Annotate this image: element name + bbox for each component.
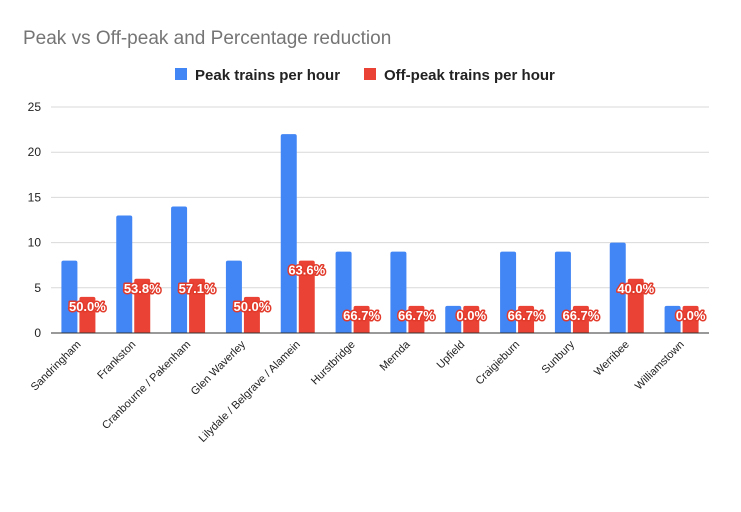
bar-off-peak-4: [298, 260, 315, 333]
bar-off-peak-5: [353, 305, 370, 333]
bar-peak-3: [225, 260, 242, 333]
bar-peak-4: [280, 134, 297, 333]
x-category-label: Frankston: [95, 339, 138, 382]
data-label: 0.0%: [456, 308, 486, 323]
bar-off-peak-7: [463, 305, 480, 333]
x-category-label: Craigieburn: [474, 339, 523, 388]
data-label: 50.0%: [233, 299, 270, 314]
gridlines: [51, 106, 709, 289]
legend-label-off-peak: Off-peak trains per hour: [384, 67, 555, 84]
data-label: 66.7%: [508, 308, 545, 323]
y-axis-ticks: 0 5 10 15 20 25: [28, 100, 42, 340]
bar-off-peak-11: [682, 305, 699, 333]
bar-off-peak-3: [243, 296, 260, 333]
bar-peak-1: [116, 215, 133, 333]
bar-off-peak-0: [79, 296, 96, 333]
x-category-label: Sunbury: [540, 338, 578, 376]
bar-off-peak-9: [572, 305, 589, 333]
x-category-label: Upfield: [435, 339, 468, 372]
x-category-label: Hurstbridge: [309, 339, 358, 388]
data-label: 66.7%: [398, 308, 435, 323]
bar-peak-6: [390, 251, 407, 333]
x-category-label: Sandringham: [29, 339, 84, 394]
x-category-label: Cranbourne / Pakenham: [100, 339, 193, 432]
x-category-label: Lilydale / Belgrave / Alamein: [197, 339, 303, 445]
chart-title: Peak vs Off-peak and Percentage reductio…: [23, 28, 391, 49]
bar-peak-8: [500, 251, 517, 333]
y-tick-label: 0: [34, 326, 41, 340]
bar-off-peak-1: [134, 278, 151, 333]
bar-peak-7: [445, 305, 462, 333]
y-tick-label: 10: [28, 236, 42, 250]
data-label: 66.7%: [562, 308, 599, 323]
bar-off-peak-10: [627, 278, 644, 333]
legend-swatch-peak: [175, 68, 187, 80]
data-label: 57.1%: [179, 281, 216, 296]
data-labels: 50.0% 53.8% 57.1% 50.0% 63.6% 66.7% 66.7% 0.0% 6…: [67, 261, 707, 324]
y-tick-label: 5: [34, 281, 41, 295]
x-category-label: Werribee: [592, 339, 632, 379]
data-label: 40.0%: [617, 281, 654, 296]
data-label: 50.0%: [69, 299, 106, 314]
bar-peak-11: [664, 305, 681, 333]
y-tick-label: 20: [28, 145, 42, 159]
bars: [61, 134, 699, 333]
x-category-label: Williamstown: [633, 339, 687, 393]
bar-off-peak-8: [518, 305, 535, 333]
data-label: 53.8%: [124, 281, 161, 296]
x-category-label: Mernda: [378, 338, 413, 373]
bar-peak-9: [554, 251, 571, 333]
data-label: 0.0%: [676, 308, 706, 323]
y-tick-label: 15: [28, 190, 42, 204]
bar-peak-10: [609, 242, 626, 333]
legend-swatch-off-peak: [364, 68, 376, 80]
data-label: 63.6%: [288, 263, 325, 278]
data-label: 66.7%: [343, 308, 380, 323]
legend-label-peak: Peak trains per hour: [195, 67, 340, 84]
bar-off-peak-2: [189, 278, 206, 333]
bar-peak-0: [61, 260, 78, 333]
bar-off-peak-6: [408, 305, 425, 333]
bar-peak-2: [171, 206, 188, 333]
legend: Peak trains per hour Off-peak trains per…: [175, 67, 555, 84]
y-tick-label: 25: [28, 100, 42, 114]
x-category-label: Glen Waverley: [189, 338, 249, 398]
bar-peak-5: [335, 251, 352, 333]
